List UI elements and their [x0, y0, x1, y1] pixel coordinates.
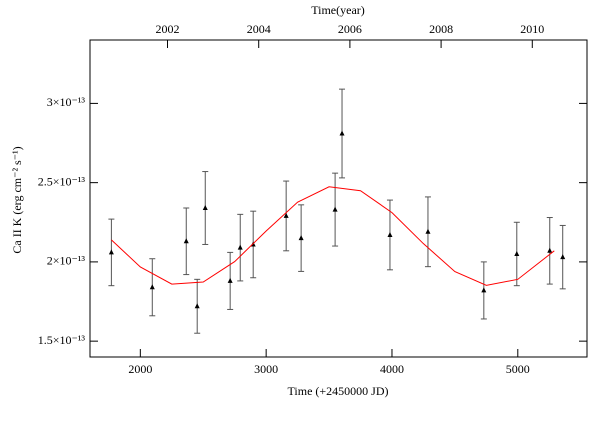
- point: [514, 250, 520, 256]
- point: [298, 235, 304, 241]
- x2-tick-label: 2004: [247, 22, 271, 36]
- point: [387, 231, 393, 237]
- fit-line: [111, 186, 555, 286]
- y-tick-label: 1.5×10⁻¹³: [38, 333, 86, 347]
- y-axis-label: Ca II K (erg cm⁻² s⁻¹): [10, 146, 24, 253]
- x-tick-label: 2000: [128, 362, 152, 376]
- point: [194, 303, 200, 309]
- point: [202, 205, 208, 211]
- point: [547, 247, 553, 253]
- point: [183, 238, 189, 244]
- point: [227, 277, 233, 283]
- point: [339, 130, 345, 136]
- x2-tick-label: 2002: [156, 22, 180, 36]
- x2-axis-label: Time(year): [311, 3, 365, 17]
- y-tick-label: 3×10⁻¹³: [47, 95, 86, 109]
- point: [237, 244, 243, 250]
- y-tick-label: 2.5×10⁻¹³: [38, 174, 86, 188]
- x2-tick-label: 2008: [429, 22, 453, 36]
- point: [108, 249, 114, 255]
- plot-frame: [89, 39, 588, 358]
- x2-tick-label: 2010: [520, 22, 544, 36]
- y-tick-label: 2×10⁻¹³: [47, 254, 86, 268]
- x2-tick-label: 2006: [338, 22, 362, 36]
- point: [332, 206, 338, 212]
- point: [481, 287, 487, 293]
- point: [425, 228, 431, 234]
- x-axis-label: Time (+2450000 JD): [288, 384, 389, 398]
- x-tick-label: 3000: [254, 362, 278, 376]
- point: [560, 254, 566, 260]
- x-tick-label: 5000: [506, 362, 530, 376]
- point: [149, 284, 155, 290]
- x-tick-label: 4000: [380, 362, 404, 376]
- point: [283, 212, 289, 218]
